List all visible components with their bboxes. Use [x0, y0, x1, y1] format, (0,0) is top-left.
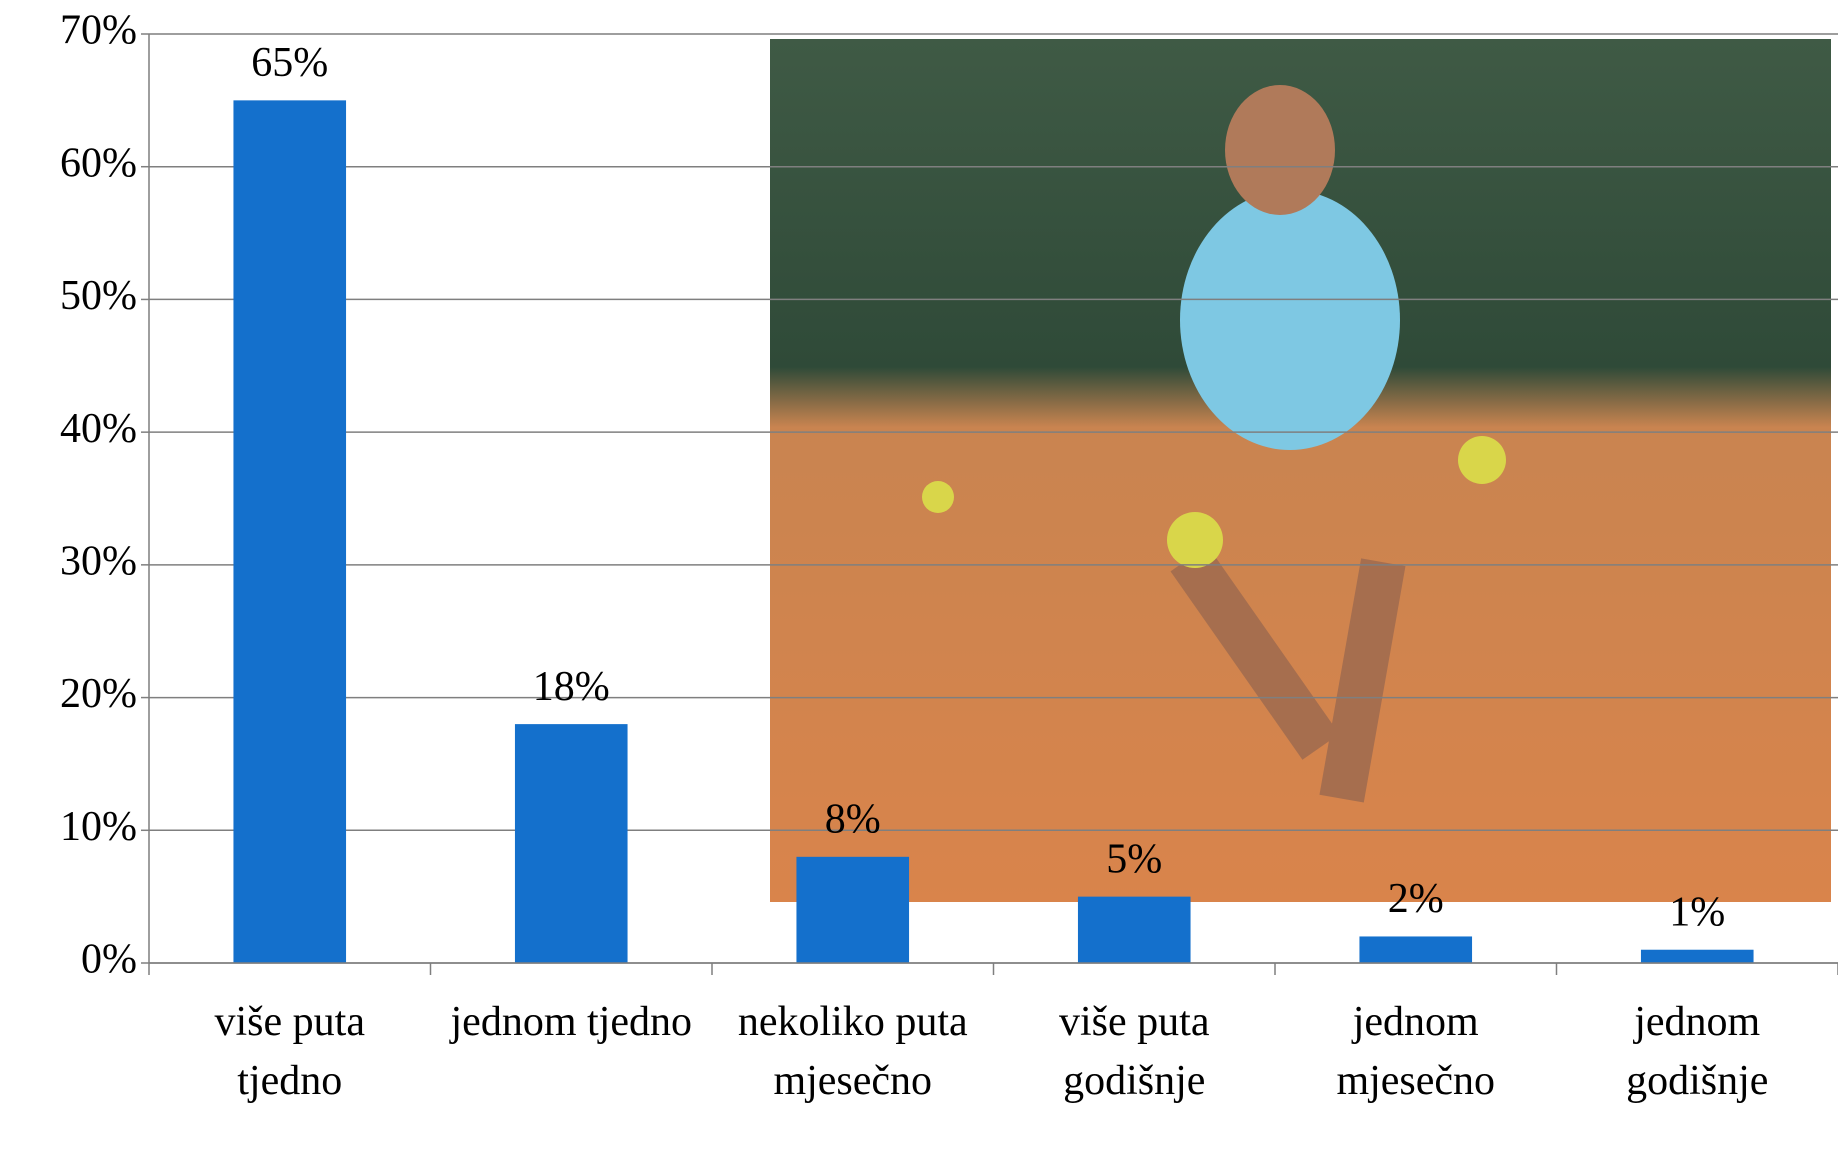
value-label: 8%: [825, 796, 881, 842]
y-tick-label: 0%: [81, 937, 137, 983]
x-tick-label: jednom tjedno: [450, 999, 692, 1045]
bar: [796, 856, 910, 963]
bar: [514, 724, 628, 963]
bar: [1077, 896, 1191, 963]
y-tick-label: 60%: [60, 140, 137, 186]
y-tick-label: 10%: [60, 804, 137, 850]
x-tick-label: više puta godišnje: [1059, 999, 1210, 1104]
x-tick-label: nekoliko puta mjesečno: [737, 999, 968, 1104]
value-label: 1%: [1669, 889, 1725, 935]
x-tick-label: jednom godišnje: [1626, 999, 1769, 1104]
y-tick-label: 70%: [60, 8, 137, 54]
y-tick-label: 30%: [60, 538, 137, 584]
value-label: 65%: [251, 40, 328, 86]
y-tick-label: 40%: [60, 406, 137, 452]
y-tick-label: 20%: [60, 671, 137, 717]
y-tick-label: 50%: [60, 273, 137, 319]
value-label: 2%: [1388, 876, 1444, 922]
value-label: 5%: [1106, 836, 1162, 882]
bar: [1359, 936, 1473, 963]
photo: [770, 39, 1831, 902]
bar: [1640, 949, 1754, 963]
x-tick-label: jednom mjesečno: [1336, 999, 1496, 1104]
bar: [233, 100, 347, 964]
x-tick-label: više puta tjedno: [214, 999, 365, 1104]
value-label: 18%: [533, 664, 610, 710]
